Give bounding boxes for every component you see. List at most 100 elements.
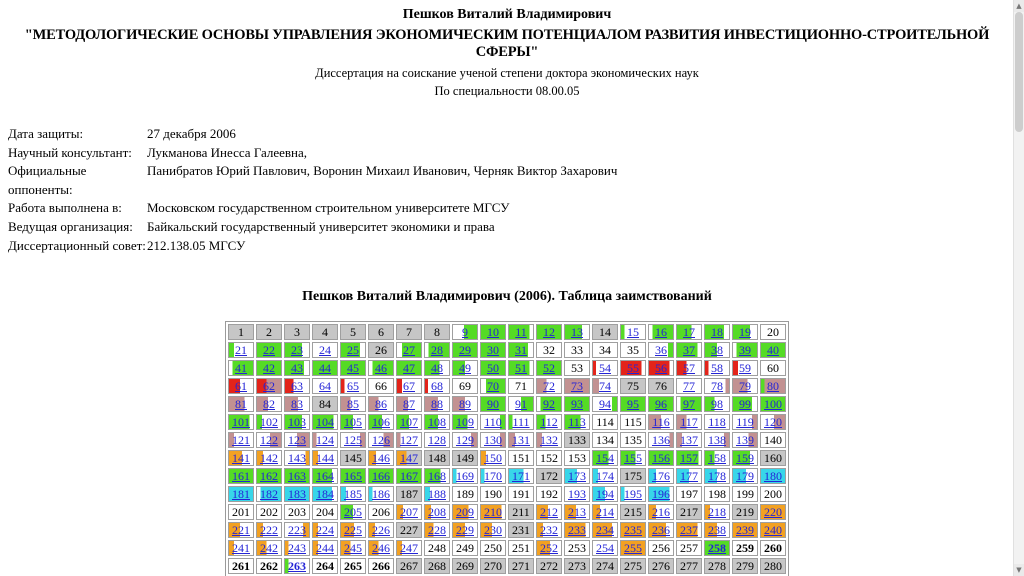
borrow-cell[interactable]: 47 <box>396 360 422 377</box>
borrow-cell[interactable]: 16 <box>648 324 674 341</box>
page-link[interactable]: 240 <box>764 523 782 538</box>
page-link[interactable]: 73 <box>571 379 583 394</box>
page-link[interactable]: 214 <box>596 505 614 520</box>
borrow-cell[interactable]: 209 <box>452 504 478 521</box>
page-link[interactable]: 136 <box>652 433 670 448</box>
borrow-cell[interactable]: 124 <box>312 432 338 449</box>
page-link[interactable]: 77 <box>683 379 695 394</box>
page-link[interactable]: 43 <box>291 361 303 376</box>
page-link[interactable]: 37 <box>683 343 695 358</box>
borrow-cell[interactable]: 178 <box>704 468 730 485</box>
page-link[interactable]: 68 <box>431 379 443 394</box>
page-link[interactable]: 57 <box>683 361 695 376</box>
borrow-cell[interactable]: 173 <box>564 468 590 485</box>
page-link[interactable]: 105 <box>344 415 362 430</box>
borrow-cell[interactable]: 159 <box>732 450 758 467</box>
borrow-cell[interactable]: 79 <box>732 378 758 395</box>
page-link[interactable]: 10 <box>487 325 499 340</box>
borrow-cell[interactable]: 226 <box>368 522 394 539</box>
borrow-cell[interactable]: 157 <box>676 450 702 467</box>
borrow-cell[interactable]: 93 <box>564 396 590 413</box>
borrow-cell[interactable]: 11 <box>508 324 534 341</box>
borrow-cell[interactable]: 168 <box>424 468 450 485</box>
page-link[interactable]: 106 <box>372 415 390 430</box>
page-link[interactable]: 83 <box>291 397 303 412</box>
borrow-cell[interactable]: 64 <box>312 378 338 395</box>
page-link[interactable]: 48 <box>431 361 443 376</box>
page-link[interactable]: 82 <box>263 397 275 412</box>
page-link[interactable]: 218 <box>708 505 726 520</box>
borrow-cell[interactable]: 233 <box>564 522 590 539</box>
page-link[interactable]: 142 <box>260 451 278 466</box>
page-link[interactable]: 138 <box>708 433 726 448</box>
page-link[interactable]: 31 <box>515 343 527 358</box>
page-link[interactable]: 155 <box>624 451 642 466</box>
page-link[interactable]: 179 <box>736 469 754 484</box>
borrow-cell[interactable]: 103 <box>284 414 310 431</box>
borrow-cell[interactable]: 56 <box>648 360 674 377</box>
page-link[interactable]: 52 <box>543 361 555 376</box>
page-link[interactable]: 125 <box>344 433 362 448</box>
page-link[interactable]: 241 <box>232 541 250 556</box>
page-link[interactable]: 80 <box>767 379 779 394</box>
page-link[interactable]: 129 <box>456 433 474 448</box>
page-link[interactable]: 39 <box>739 343 751 358</box>
borrow-cell[interactable]: 77 <box>676 378 702 395</box>
page-link[interactable]: 62 <box>263 379 275 394</box>
borrow-cell[interactable]: 17 <box>676 324 702 341</box>
page-link[interactable]: 109 <box>456 415 474 430</box>
borrow-cell[interactable]: 252 <box>536 540 562 557</box>
page-link[interactable]: 89 <box>459 397 471 412</box>
page-link[interactable]: 243 <box>288 541 306 556</box>
page-link[interactable]: 91 <box>515 397 527 412</box>
borrow-cell[interactable]: 237 <box>676 522 702 539</box>
page-link[interactable]: 222 <box>260 523 278 538</box>
borrow-cell[interactable]: 123 <box>284 432 310 449</box>
borrow-cell[interactable]: 25 <box>340 342 366 359</box>
borrow-cell[interactable]: 247 <box>396 540 422 557</box>
borrow-cell[interactable]: 55 <box>620 360 646 377</box>
page-link[interactable]: 112 <box>540 415 558 430</box>
borrow-cell[interactable]: 43 <box>284 360 310 377</box>
borrow-cell[interactable]: 21 <box>228 342 254 359</box>
borrow-cell[interactable]: 225 <box>340 522 366 539</box>
borrow-cell[interactable]: 108 <box>424 414 450 431</box>
borrow-cell[interactable]: 131 <box>508 432 534 449</box>
page-link[interactable]: 178 <box>708 469 726 484</box>
page-link[interactable]: 184 <box>316 487 334 502</box>
page-link[interactable]: 213 <box>568 505 586 520</box>
page-link[interactable]: 180 <box>764 469 782 484</box>
borrow-cell[interactable]: 88 <box>424 396 450 413</box>
page-link[interactable]: 94 <box>599 397 611 412</box>
borrow-cell[interactable]: 116 <box>648 414 674 431</box>
page-link[interactable]: 223 <box>288 523 306 538</box>
page-link[interactable]: 12 <box>543 325 555 340</box>
page-link[interactable]: 59 <box>739 361 751 376</box>
borrow-cell[interactable]: 67 <box>396 378 422 395</box>
page-link[interactable]: 49 <box>459 361 471 376</box>
borrow-cell[interactable]: 42 <box>256 360 282 377</box>
borrow-cell[interactable]: 174 <box>592 468 618 485</box>
page-link[interactable]: 234 <box>596 523 614 538</box>
page-link[interactable]: 121 <box>232 433 250 448</box>
page-link[interactable]: 117 <box>680 415 698 430</box>
page-link[interactable]: 108 <box>428 415 446 430</box>
page-link[interactable]: 132 <box>540 433 558 448</box>
borrow-cell[interactable]: 188 <box>424 486 450 503</box>
borrow-cell[interactable]: 59 <box>732 360 758 377</box>
borrow-cell[interactable]: 163 <box>284 468 310 485</box>
page-link[interactable]: 176 <box>652 469 670 484</box>
page-link[interactable]: 51 <box>515 361 527 376</box>
page-link[interactable]: 194 <box>596 487 614 502</box>
borrow-cell[interactable]: 82 <box>256 396 282 413</box>
borrow-cell[interactable]: 205 <box>340 504 366 521</box>
borrow-cell[interactable]: 18 <box>704 324 730 341</box>
page-link[interactable]: 85 <box>347 397 359 412</box>
borrow-cell[interactable]: 107 <box>396 414 422 431</box>
borrow-cell[interactable]: 40 <box>760 342 786 359</box>
borrow-cell[interactable]: 87 <box>396 396 422 413</box>
borrow-cell[interactable]: 91 <box>508 396 534 413</box>
borrow-cell[interactable]: 48 <box>424 360 450 377</box>
page-link[interactable]: 141 <box>232 451 250 466</box>
borrow-cell[interactable]: 246 <box>368 540 394 557</box>
